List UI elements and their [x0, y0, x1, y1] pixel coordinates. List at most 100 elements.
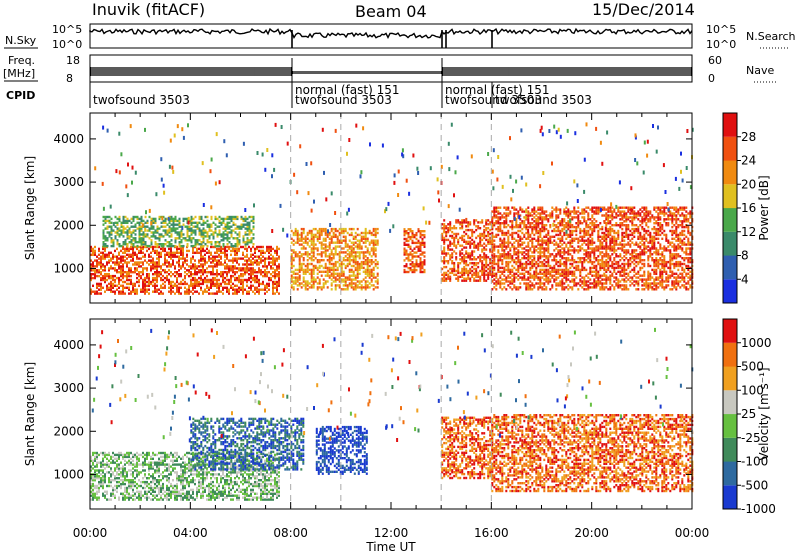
- cell-0-0: [144, 253, 146, 256]
- cell-0-0: [166, 251, 168, 254]
- cell-0-5: [553, 266, 556, 270]
- cell-0-1: [106, 219, 109, 223]
- cell-0-5: [597, 206, 600, 209]
- cell-0-0: [164, 249, 166, 253]
- cell-0-3: [423, 235, 426, 239]
- cell-0-5: [525, 227, 528, 231]
- cell-0-1: [248, 229, 251, 232]
- cell-0-5: [511, 255, 514, 258]
- cell-0-0: [128, 261, 130, 264]
- cell-0-0: [116, 247, 118, 251]
- cell-0-5: [553, 227, 556, 231]
- cell-0-2: [356, 284, 359, 287]
- cell-0-2: [366, 262, 369, 266]
- cell-0-5: [575, 225, 578, 229]
- cell-0-5: [513, 249, 516, 252]
- cell-0-0: [198, 259, 200, 262]
- cell-0-5: [543, 262, 546, 266]
- cell-0-0: [246, 259, 248, 262]
- cell-0-5: [555, 247, 558, 250]
- cell-0-5: [541, 227, 544, 231]
- cell-0-4: [469, 240, 472, 243]
- cell-0-0: [184, 290, 186, 293]
- cell-0-2: [328, 253, 331, 256]
- cell-0-1: [228, 227, 231, 230]
- cell-0-4: [467, 252, 470, 255]
- cell-0-5: [543, 282, 546, 285]
- cell-0-1: [246, 225, 249, 228]
- cell-0-0: [170, 255, 172, 258]
- cell-0-5: [587, 212, 590, 215]
- cell-0-0: [226, 257, 228, 260]
- cell-0-5: [511, 274, 514, 277]
- cell-0-0: [202, 280, 204, 284]
- cell-0-2: [372, 268, 375, 272]
- cell-0-1: [102, 215, 105, 219]
- cell-0-1: [118, 235, 121, 238]
- cell-0-5: [553, 235, 556, 238]
- cell-0-5: [491, 241, 494, 244]
- cell-0-5: [513, 278, 516, 281]
- cell-0-1: [186, 225, 189, 228]
- cell-0-0: [252, 276, 254, 280]
- cell-0-1: [246, 241, 249, 244]
- cell-0-4: [457, 269, 460, 273]
- cell-0-5: [565, 276, 568, 279]
- cell-0-0: [152, 284, 154, 287]
- cell-0-0: [158, 253, 160, 256]
- cell-0-0: [176, 276, 178, 280]
- cell-0-0: [242, 273, 244, 276]
- cell-0-2: [352, 272, 355, 275]
- cell-0-1: [132, 215, 135, 219]
- cell-0-4: [471, 252, 474, 255]
- cell-0-3: [405, 270, 408, 274]
- cell-0-4: [447, 273, 450, 276]
- cell-0-1: [162, 225, 165, 228]
- cell-0-5: [535, 210, 538, 213]
- cell-0-1: [134, 233, 137, 236]
- cell-0-1: [190, 231, 193, 234]
- cell-0-0: [268, 282, 270, 286]
- cell-0-1: [162, 229, 165, 232]
- cell-0-2: [316, 272, 319, 275]
- cell-0-2: [310, 259, 313, 262]
- cell-0-0: [218, 273, 220, 276]
- cell-0-5: [597, 270, 600, 273]
- cell-0-5: [527, 222, 530, 225]
- cell-0-0: [184, 280, 186, 284]
- cell-0-0: [122, 288, 124, 291]
- cell-0-1: [154, 219, 157, 223]
- cell-0-5: [507, 257, 510, 260]
- cell-0-4: [459, 262, 462, 265]
- cell-0-1: [112, 239, 115, 242]
- cell-0-4: [485, 244, 488, 247]
- cell-0-4: [473, 246, 476, 249]
- cell-0-2: [298, 257, 301, 260]
- cell-0-5: [531, 282, 534, 285]
- cell-0-0: [186, 259, 188, 262]
- cell-0-2: [346, 257, 349, 260]
- cell-0-5: [531, 241, 534, 244]
- cell-0-1: [150, 227, 153, 230]
- cell-0-5: [565, 225, 568, 229]
- cell-0-2: [344, 266, 347, 270]
- cell-0-5: [535, 274, 538, 277]
- cell-0-0: [176, 290, 178, 293]
- cell-0-5: [525, 231, 528, 235]
- cell-0-5: [527, 253, 530, 256]
- cell-0-1: [112, 229, 115, 232]
- cell-0-2: [304, 264, 307, 268]
- cell-0-0: [152, 249, 154, 253]
- cell-0-0: [274, 257, 276, 260]
- cell-0-0: [192, 247, 194, 251]
- cell-0-1: [238, 239, 241, 242]
- cell-0-4: [487, 227, 490, 230]
- cell-0-1: [226, 233, 229, 236]
- cell-0-5: [577, 214, 580, 217]
- cell-0-0: [192, 257, 194, 260]
- cell-0-2: [312, 233, 315, 237]
- cell-0-2: [360, 284, 363, 287]
- cell-0-5: [523, 276, 526, 279]
- cell-0-0: [156, 249, 158, 253]
- cell-0-1: [214, 231, 217, 234]
